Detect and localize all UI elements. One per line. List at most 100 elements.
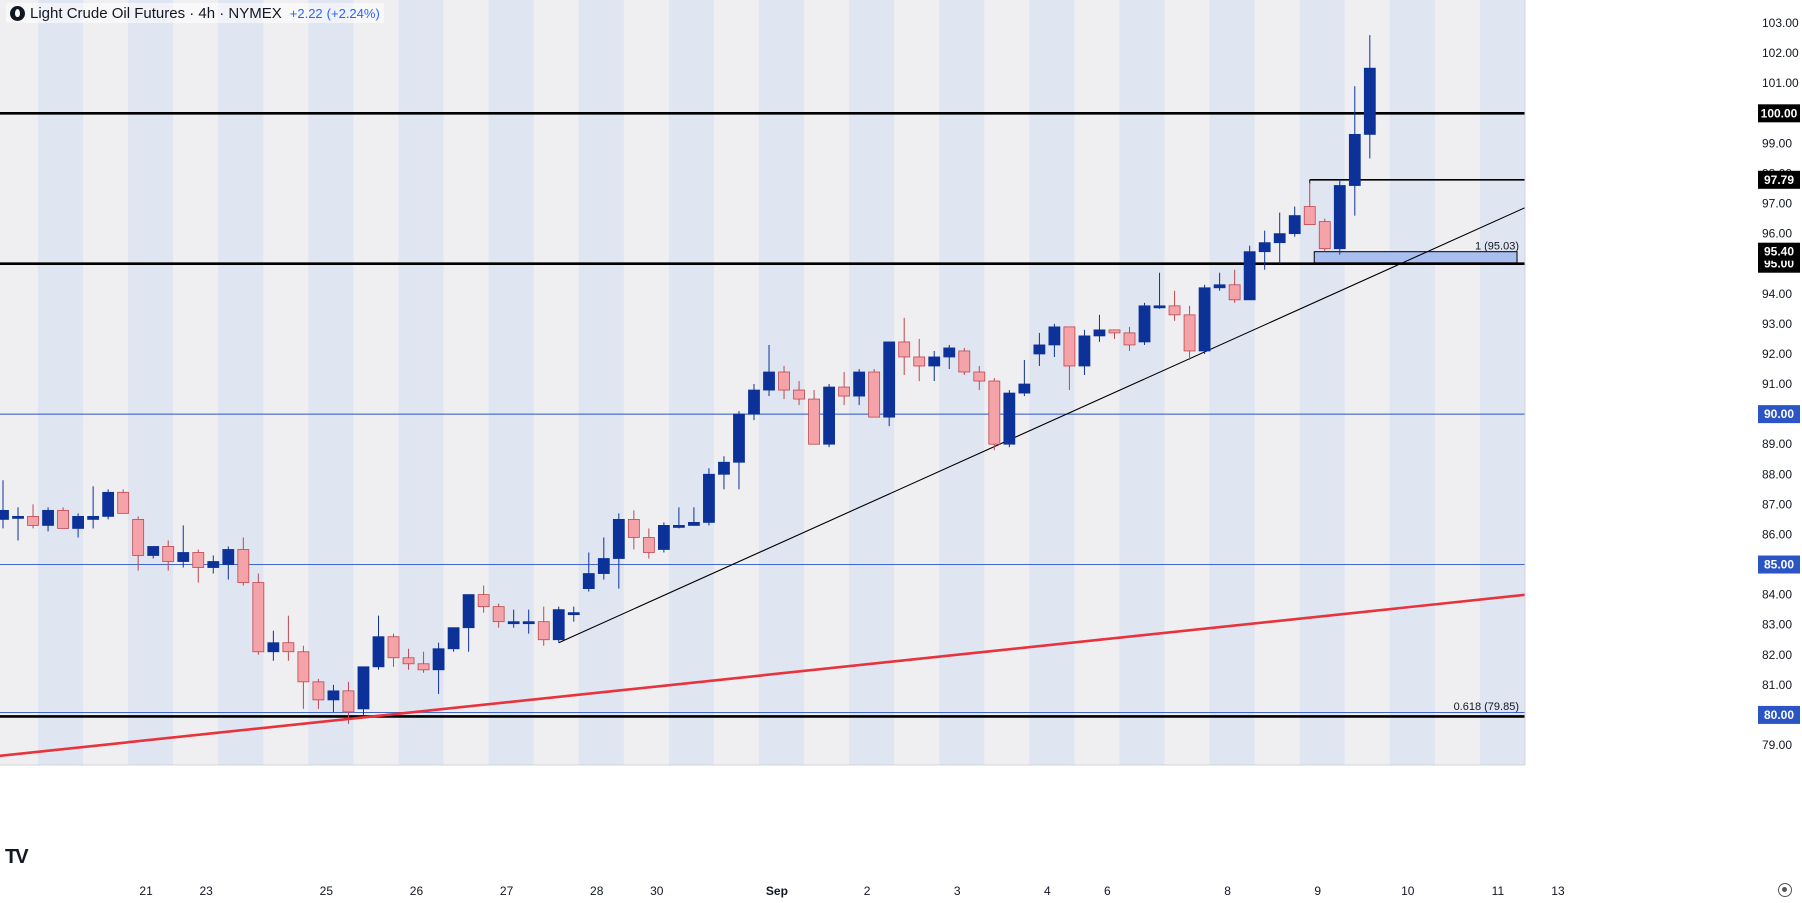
- candle[interactable]: [237, 537, 250, 586]
- candle[interactable]: [72, 513, 84, 538]
- time-axis[interactable]: 21 23 25 26 27 28 30 Sep 2 3 4 6 8 9 10 11 13: [0, 764, 1565, 903]
- candle[interactable]: [703, 468, 715, 526]
- candle[interactable]: [117, 489, 130, 514]
- price-tag-100.00[interactable]: [1758, 104, 1800, 123]
- candle[interactable]: [297, 645, 310, 709]
- candle[interactable]: [597, 537, 610, 580]
- candle[interactable]: [763, 344, 775, 397]
- black-trendline[interactable]: [558, 206, 1528, 644]
- candle[interactable]: [207, 555, 220, 574]
- price-tag-80.00[interactable]: [1758, 705, 1800, 724]
- candle[interactable]: [522, 609, 535, 634]
- candle[interactable]: [913, 338, 926, 382]
- candle[interactable]: [853, 369, 866, 406]
- candles[interactable]: [0, 35, 1376, 724]
- candle[interactable]: [372, 615, 385, 670]
- candle[interactable]: [387, 633, 400, 667]
- candle[interactable]: [868, 369, 881, 418]
- candle[interactable]: [1303, 182, 1316, 226]
- candle[interactable]: [552, 606, 565, 643]
- candle[interactable]: [1273, 212, 1286, 264]
- candle[interactable]: [267, 630, 280, 661]
- candle[interactable]: [0, 480, 9, 529]
- candle[interactable]: [1243, 245, 1256, 301]
- candle[interactable]: [1333, 179, 1346, 255]
- candle[interactable]: [778, 365, 790, 400]
- candle[interactable]: [793, 381, 805, 406]
- symbol-legend[interactable]: Light Crude Oil Futures · 4h · NYMEX +2.…: [6, 3, 384, 23]
- candle[interactable]: [688, 507, 700, 526]
- candle[interactable]: [447, 627, 460, 652]
- candle[interactable]: [883, 341, 896, 427]
- price-axis[interactable]: 79.00 80.00 81.00 82.00 83.00 84.00 85.00 86.00…: [1524, 0, 1802, 903]
- candle[interactable]: [132, 516, 145, 571]
- candle[interactable]: [477, 585, 490, 613]
- candle[interactable]: [102, 489, 115, 520]
- candle[interactable]: [507, 609, 520, 628]
- candle[interactable]: [87, 486, 100, 529]
- candle[interactable]: [718, 456, 730, 490]
- candle[interactable]: [1108, 329, 1121, 339]
- candle[interactable]: [958, 347, 971, 376]
- price-tag-85.00[interactable]: [1758, 555, 1800, 574]
- candle[interactable]: [1318, 218, 1331, 252]
- candle[interactable]: [432, 642, 445, 694]
- candle[interactable]: [673, 507, 685, 529]
- candle[interactable]: [1348, 86, 1361, 216]
- candle[interactable]: [57, 507, 69, 529]
- candle[interactable]: [748, 384, 760, 421]
- candle[interactable]: [642, 528, 655, 559]
- candle[interactable]: [1078, 329, 1091, 376]
- candle[interactable]: [898, 317, 911, 376]
- candle[interactable]: [357, 666, 370, 715]
- candle[interactable]: [1363, 35, 1376, 159]
- candle[interactable]: [312, 678, 325, 709]
- candle[interactable]: [342, 681, 355, 724]
- candle[interactable]: [973, 365, 986, 391]
- candle[interactable]: [612, 513, 625, 589]
- candle[interactable]: [177, 525, 190, 568]
- candle[interactable]: [1153, 272, 1166, 309]
- candle[interactable]: [1228, 269, 1241, 303]
- candle[interactable]: [402, 648, 415, 670]
- candle[interactable]: [1198, 284, 1211, 354]
- candle[interactable]: [282, 615, 295, 661]
- gear-icon[interactable]: [1778, 883, 1792, 897]
- red-trendline[interactable]: [0, 593, 1528, 758]
- candle[interactable]: [162, 540, 175, 571]
- tv-logo[interactable]: TV: [5, 846, 29, 868]
- candle[interactable]: [1168, 290, 1181, 321]
- candle[interactable]: [1213, 272, 1226, 291]
- candle[interactable]: [252, 573, 265, 655]
- candle[interactable]: [462, 594, 475, 652]
- candle[interactable]: [1003, 390, 1016, 448]
- candle[interactable]: [657, 522, 670, 553]
- candle[interactable]: [1288, 206, 1301, 237]
- candle[interactable]: [1183, 305, 1196, 360]
- candle[interactable]: [988, 378, 1001, 451]
- candle[interactable]: [928, 350, 941, 382]
- candle[interactable]: [1048, 323, 1061, 357]
- candle[interactable]: [12, 507, 24, 541]
- candle[interactable]: [733, 411, 745, 490]
- candle[interactable]: [567, 606, 580, 622]
- candle[interactable]: [1033, 332, 1046, 366]
- candle[interactable]: [537, 606, 550, 646]
- candle[interactable]: [492, 603, 505, 628]
- candle[interactable]: [1018, 359, 1031, 397]
- candle[interactable]: [1258, 230, 1271, 270]
- candle[interactable]: [27, 504, 39, 529]
- candle[interactable]: [943, 344, 956, 369]
- candle[interactable]: [327, 684, 340, 712]
- candle[interactable]: [823, 384, 835, 448]
- price-tag-90.00[interactable]: [1758, 405, 1800, 424]
- candle[interactable]: [1093, 314, 1106, 342]
- candle[interactable]: [1123, 326, 1136, 351]
- price-tag-95.40[interactable]: [1758, 242, 1800, 261]
- candle[interactable]: [808, 390, 820, 445]
- candle[interactable]: [582, 552, 595, 592]
- candle[interactable]: [417, 651, 430, 673]
- horizontal-levels[interactable]: [0, 112, 1525, 718]
- candle[interactable]: [1063, 326, 1076, 391]
